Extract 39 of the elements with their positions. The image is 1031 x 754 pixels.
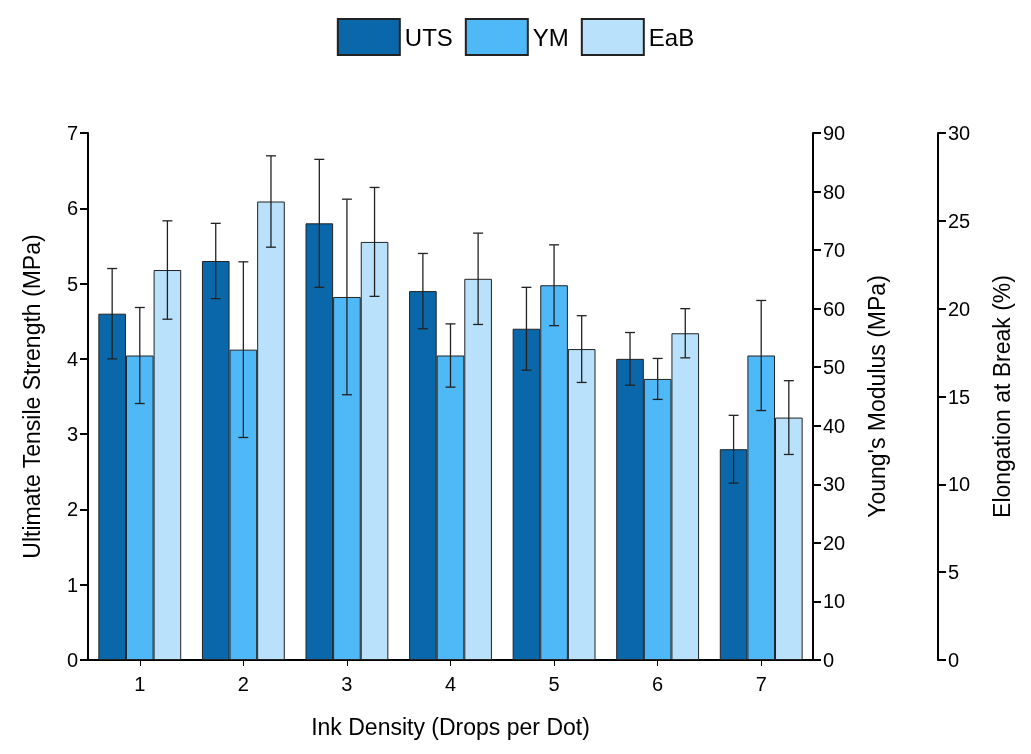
y3-tick-label: 30 [948, 122, 971, 144]
y2-tick-label: 20 [823, 531, 846, 554]
y2-tick-label: 40 [823, 414, 846, 437]
y2-tick-label: 30 [823, 473, 846, 496]
y3-tick-label: 10 [948, 473, 971, 496]
y3-tick-label: 15 [948, 385, 971, 408]
y2-tick-label: 70 [823, 239, 846, 262]
x-tick-label: 5 [548, 673, 560, 695]
y2-tick-label: 10 [823, 590, 846, 613]
x-tick-label: 7 [755, 673, 767, 695]
y3-axis-title: Elongation at Break (%) [988, 275, 1015, 518]
y2-tick-label: 80 [823, 180, 846, 203]
y-tick-label: 3 [66, 423, 78, 446]
y3-tick-label: 0 [948, 649, 960, 671]
y-tick-label: 0 [66, 649, 78, 671]
y-tick-label: 7 [66, 122, 78, 144]
y2-tick-label: 50 [823, 356, 846, 379]
y-tick-label: 2 [66, 498, 78, 521]
y3-tick-label: 5 [948, 561, 960, 584]
y-tick-label: 4 [66, 347, 78, 370]
y-tick-label: 6 [66, 197, 78, 220]
legend-label: YM [532, 23, 569, 51]
x-tick-label: 1 [134, 673, 146, 695]
x-tick-label: 3 [341, 673, 353, 695]
y2-tick-label: 90 [823, 122, 846, 144]
y-tick-label: 1 [66, 573, 78, 596]
legend-label: EaB [648, 23, 695, 51]
y-tick-label: 5 [66, 272, 78, 295]
y3-tick-label: 25 [948, 209, 971, 232]
x-tick-label: 6 [652, 673, 664, 695]
x-tick-label: 4 [444, 673, 457, 695]
legend-label: UTS [404, 23, 453, 51]
y2-tick-label: 60 [823, 297, 846, 320]
y2-axis-title: Young's Modulus (MPa) [863, 275, 890, 518]
y-axis-title: Ultimate Tensile Strength (MPa) [18, 234, 45, 559]
x-tick-label: 2 [237, 673, 249, 695]
x-axis-title: Ink Density (Drops per Dot) [311, 713, 590, 740]
y2-tick-label: 0 [823, 649, 835, 671]
y3-tick-label: 20 [948, 297, 971, 320]
